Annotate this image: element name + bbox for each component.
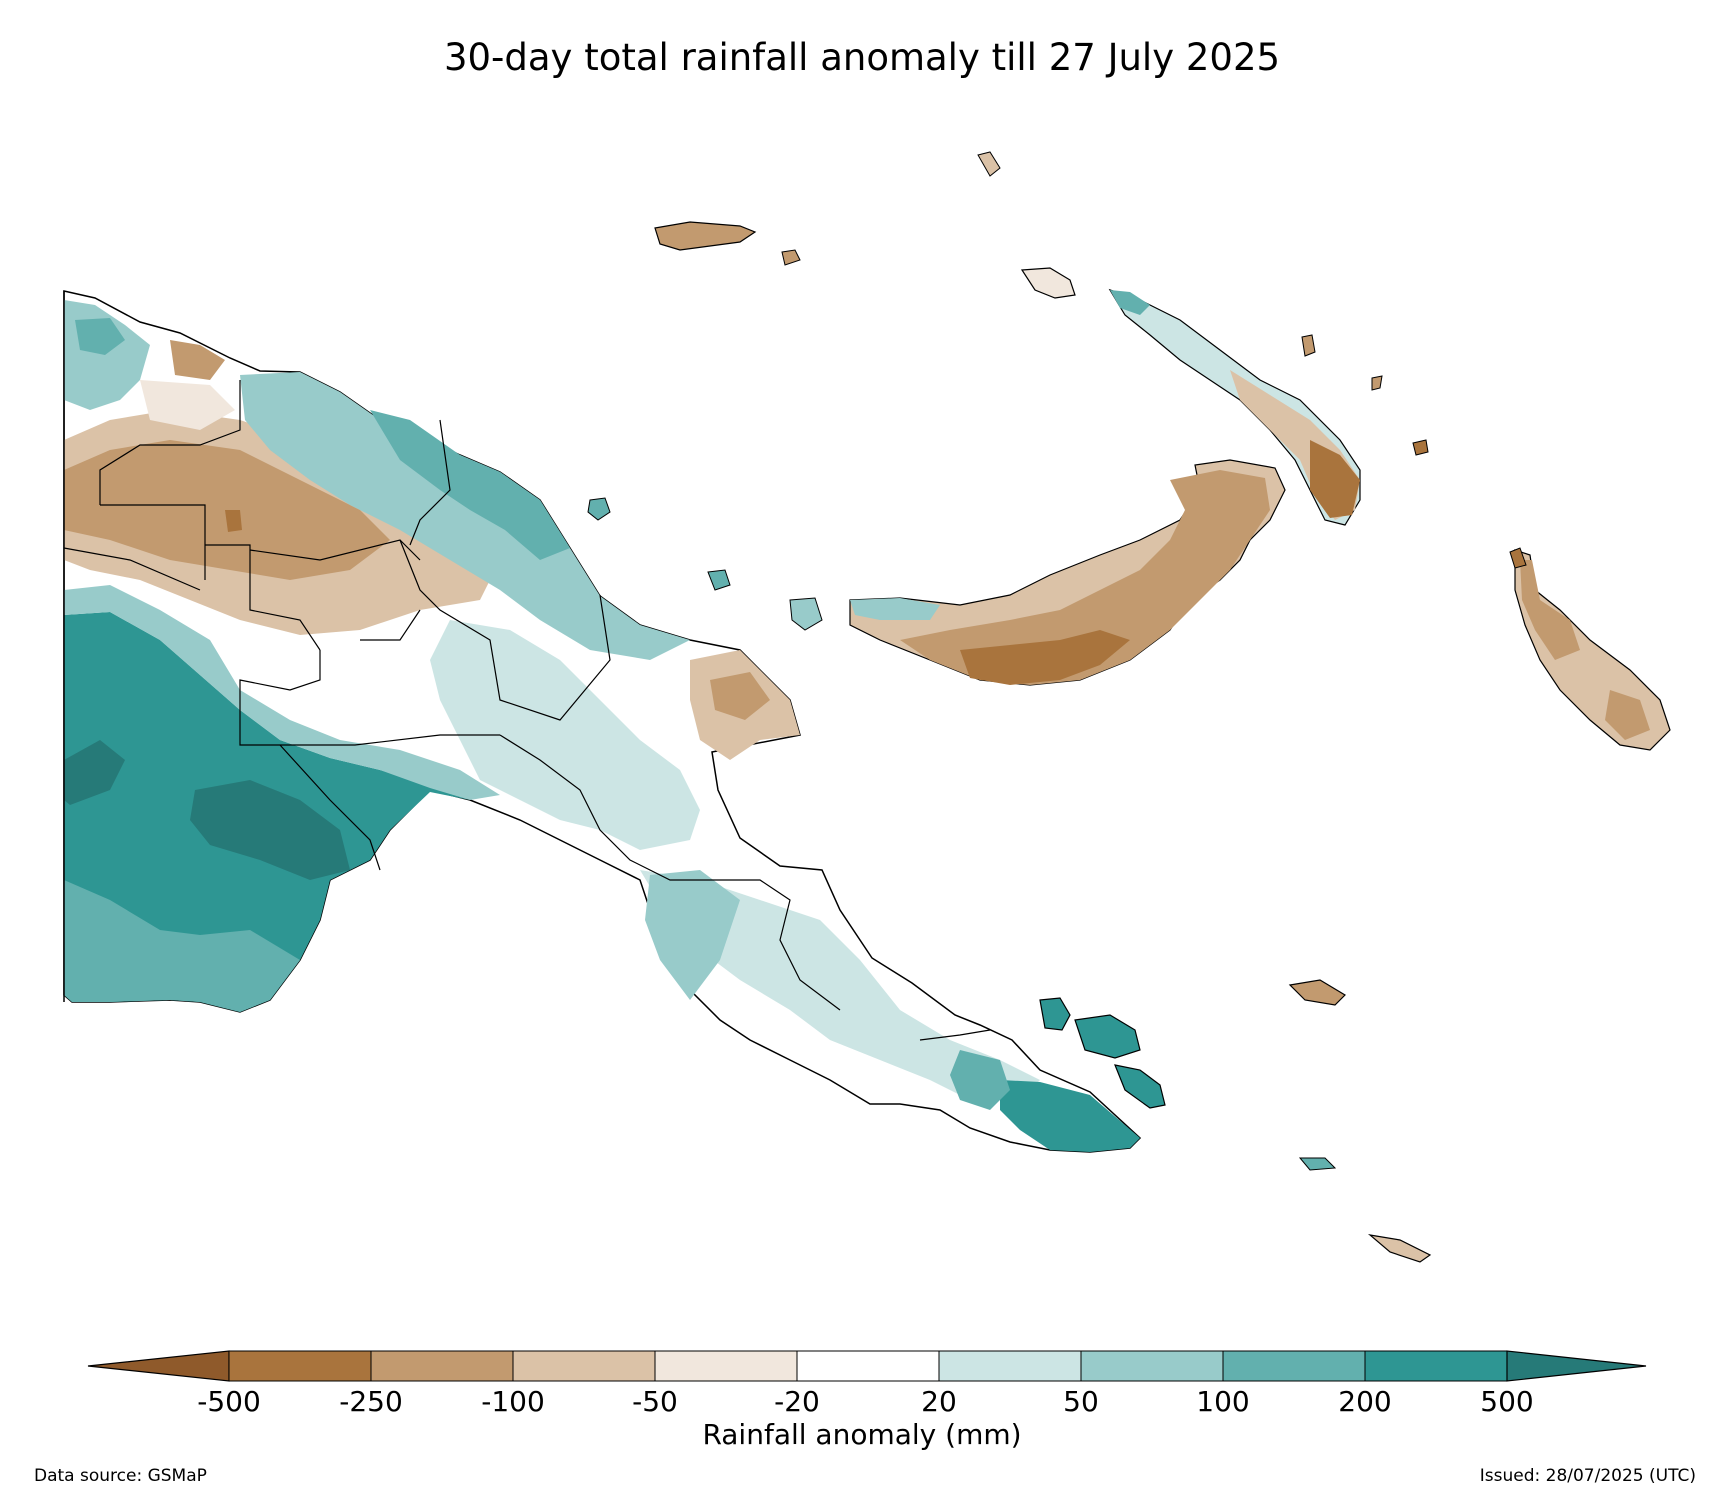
southeast-tip-midteal: [950, 1050, 1010, 1110]
southeast-tip-teal: [1000, 1080, 1140, 1152]
bougainville-south-dry: [1605, 690, 1650, 740]
north-coast-teal-dark: [370, 410, 570, 560]
goodenough-island: [1039, 997, 1071, 1031]
long-island: [707, 569, 731, 591]
tanga-island: [1371, 375, 1383, 391]
mainland: [63, 290, 1142, 1153]
colorbar-tick-label: -500: [197, 1385, 261, 1418]
colorbar-tick-label: -20: [774, 1385, 820, 1418]
new-ireland-dark-dry: [1310, 440, 1360, 518]
emirau-island: [977, 151, 1001, 177]
new-britain-teal-west: [850, 598, 940, 620]
manus-island: [654, 221, 757, 251]
colorbar-label: Rainfall anomaly (mm): [702, 1418, 1022, 1451]
north-coast-teal: [240, 372, 690, 660]
southeast-light-teal: [640, 870, 1040, 1100]
colorbar-tick-label: 20: [921, 1385, 957, 1418]
east-dry-patch-mid: [710, 672, 770, 720]
normanby-island: [1114, 1064, 1166, 1109]
manus-east-islet: [781, 249, 801, 266]
bougainville-mid: [1520, 560, 1580, 660]
central-light-teal: [430, 620, 700, 850]
highlands-dry-pale: [140, 380, 235, 430]
colorbar-tick-label: -50: [632, 1385, 678, 1418]
colorbar-tick-label: 200: [1338, 1385, 1392, 1418]
karkar-island: [587, 497, 611, 521]
sudest-island: [1298, 1157, 1337, 1171]
west-dark-teal-patch-2: [64, 740, 125, 805]
highlands-dry-dark-dot: [225, 510, 242, 532]
new-britain-dark-dry: [960, 630, 1130, 685]
province-boundaries: [63, 380, 991, 1041]
colorbar-tick-label: -100: [481, 1385, 545, 1418]
new-hanover: [1020, 267, 1076, 299]
fergusson-island: [1074, 1014, 1141, 1059]
issued-date: Issued: 28/07/2025 (UTC): [1479, 1466, 1696, 1486]
rossel-island: [1367, 1234, 1432, 1263]
west-light-teal-band: [64, 585, 500, 800]
colorbar-tick-label: 500: [1480, 1385, 1534, 1418]
new-ireland: [1108, 288, 1361, 526]
highlands-dry-strip: [170, 340, 225, 380]
new-ireland-teal-tip: [1110, 290, 1150, 315]
colorbar-tick-label: 100: [1196, 1385, 1250, 1418]
northwest-teal-dark: [75, 318, 125, 355]
tabar-island: [1301, 334, 1316, 357]
buka-island: [1509, 547, 1527, 569]
map-title: 30-day total rainfall anomaly till 27 Ju…: [443, 36, 1281, 79]
colorbar-tick-label: -250: [339, 1385, 403, 1418]
rainfall-anomaly-map: [63, 151, 1671, 1263]
woodlark-island: [1288, 979, 1346, 1006]
new-britain-mid-dry: [900, 470, 1270, 685]
lihir-island: [1412, 439, 1429, 456]
bougainville: [1514, 549, 1671, 751]
data-source: Data source: GSMaP: [34, 1466, 207, 1486]
southeast-mid-teal: [645, 870, 740, 1000]
colorbar-tick-label: 50: [1063, 1385, 1099, 1418]
west-mid-teal: [64, 880, 300, 1012]
umboi-island: [789, 597, 823, 631]
west-dark-teal-patch: [190, 780, 350, 880]
